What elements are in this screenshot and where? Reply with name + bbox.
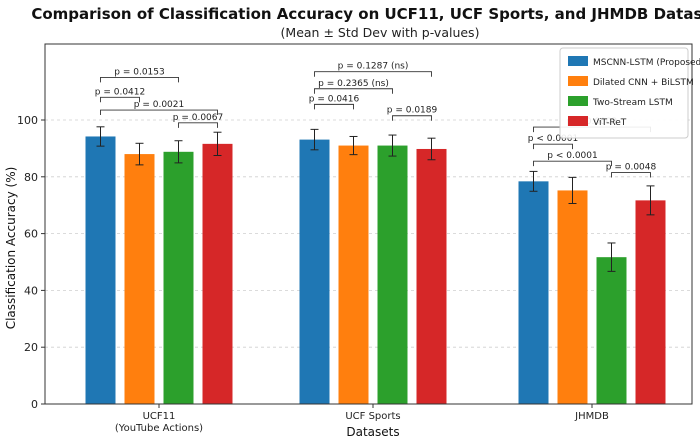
x-category-sublabel: (YouTube Actions) bbox=[115, 423, 203, 434]
significance-bracket bbox=[178, 122, 218, 128]
significance-bracket bbox=[533, 160, 612, 167]
p-value-label: p = 0.0412 bbox=[95, 87, 145, 97]
significance-bracket bbox=[611, 172, 651, 178]
p-value-label: p = 0.0153 bbox=[114, 67, 164, 77]
legend-entry: Dilated CNN + BiLSTM bbox=[593, 78, 694, 88]
significance-bracket bbox=[100, 109, 218, 116]
chart-title: Comparison of Classification Accuracy on… bbox=[31, 5, 700, 23]
legend-box bbox=[559, 47, 689, 139]
y-axis-ticks: 0 20 40 60 80 100 bbox=[17, 114, 45, 411]
p-value-label: p = 0.0048 bbox=[606, 163, 657, 173]
bar bbox=[85, 136, 116, 405]
p-value-label: p < 0.0001 bbox=[528, 134, 578, 144]
x-category-label: UCF11 bbox=[143, 411, 176, 422]
p-value-label: p = 0.0021 bbox=[134, 100, 184, 110]
y-tick-label: 0 bbox=[31, 398, 38, 411]
bar bbox=[635, 200, 666, 404]
bar bbox=[338, 145, 369, 404]
legend: MSCNN-LSTM (Proposed) Dilated CNN + BiLST… bbox=[559, 47, 700, 139]
legend-swatch bbox=[568, 96, 588, 106]
bar bbox=[299, 139, 330, 404]
plot-frame bbox=[44, 43, 693, 405]
bar bbox=[202, 143, 233, 404]
x-category-label: JHMDB bbox=[574, 411, 609, 422]
bar bbox=[557, 190, 588, 404]
significance-bracket bbox=[314, 71, 432, 77]
y-tick-label: 20 bbox=[24, 341, 38, 354]
y-tick-label: 40 bbox=[24, 284, 38, 297]
p-value-label: p = 0.0189 bbox=[387, 106, 438, 116]
p-value-label: p = 0.2365 (ns) bbox=[318, 79, 389, 89]
significance-bracket bbox=[314, 88, 393, 94]
legend-swatch bbox=[568, 56, 588, 66]
legend-entry: Two-Stream LSTM bbox=[592, 98, 673, 108]
significance-bracket bbox=[100, 96, 140, 103]
y-tick-label: 80 bbox=[24, 171, 38, 184]
significance-bracket bbox=[533, 143, 573, 150]
p-value-label: p < 0.0001 bbox=[547, 151, 597, 161]
chart-subtitle: (Mean ± Std Dev with p-values) bbox=[281, 25, 480, 40]
bar bbox=[416, 148, 447, 404]
legend-entry: MSCNN-LSTM (Proposed) bbox=[593, 58, 700, 68]
bar bbox=[377, 145, 408, 404]
y-axis-label: Classification Accuracy (%) bbox=[4, 167, 18, 330]
axis-frame bbox=[44, 43, 693, 405]
bar bbox=[518, 181, 549, 404]
x-category-label: UCF Sports bbox=[345, 411, 400, 422]
y-tick-label: 100 bbox=[17, 114, 38, 127]
p-value-label: p = 0.0416 bbox=[309, 94, 360, 104]
bars bbox=[85, 136, 666, 405]
x-axis-categories: UCF11(YouTube Actions) UCF Sports JHMDB bbox=[115, 404, 609, 434]
legend-entry: ViT-ReT bbox=[593, 118, 627, 128]
significance-bracket bbox=[100, 76, 179, 83]
legend-swatch bbox=[568, 76, 588, 86]
significance-bracket bbox=[392, 115, 432, 121]
legend-swatch bbox=[568, 116, 588, 126]
bar bbox=[596, 257, 627, 404]
bar bbox=[163, 151, 194, 404]
p-value-label: p = 0.1287 (ns) bbox=[338, 62, 409, 72]
bar bbox=[124, 154, 155, 404]
significance-bracket bbox=[314, 103, 354, 110]
error-bars bbox=[96, 126, 655, 272]
y-tick-label: 60 bbox=[24, 228, 38, 241]
p-value-label: p = 0.0067 bbox=[173, 113, 223, 123]
x-axis-label: Datasets bbox=[346, 425, 399, 439]
